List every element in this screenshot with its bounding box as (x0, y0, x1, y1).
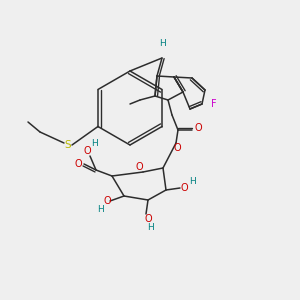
Text: O: O (180, 183, 188, 193)
Text: O: O (83, 146, 91, 156)
Text: O: O (135, 162, 143, 172)
Text: O: O (74, 159, 82, 169)
Text: H: H (189, 176, 195, 185)
Text: S: S (65, 140, 71, 150)
Text: H: H (91, 140, 98, 148)
Text: F: F (211, 99, 217, 109)
Text: H: H (97, 205, 104, 214)
Text: H: H (147, 223, 153, 232)
Text: H: H (160, 38, 167, 47)
Text: O: O (144, 214, 152, 224)
Text: O: O (173, 143, 181, 153)
Text: O: O (103, 196, 111, 206)
Text: O: O (194, 123, 202, 133)
